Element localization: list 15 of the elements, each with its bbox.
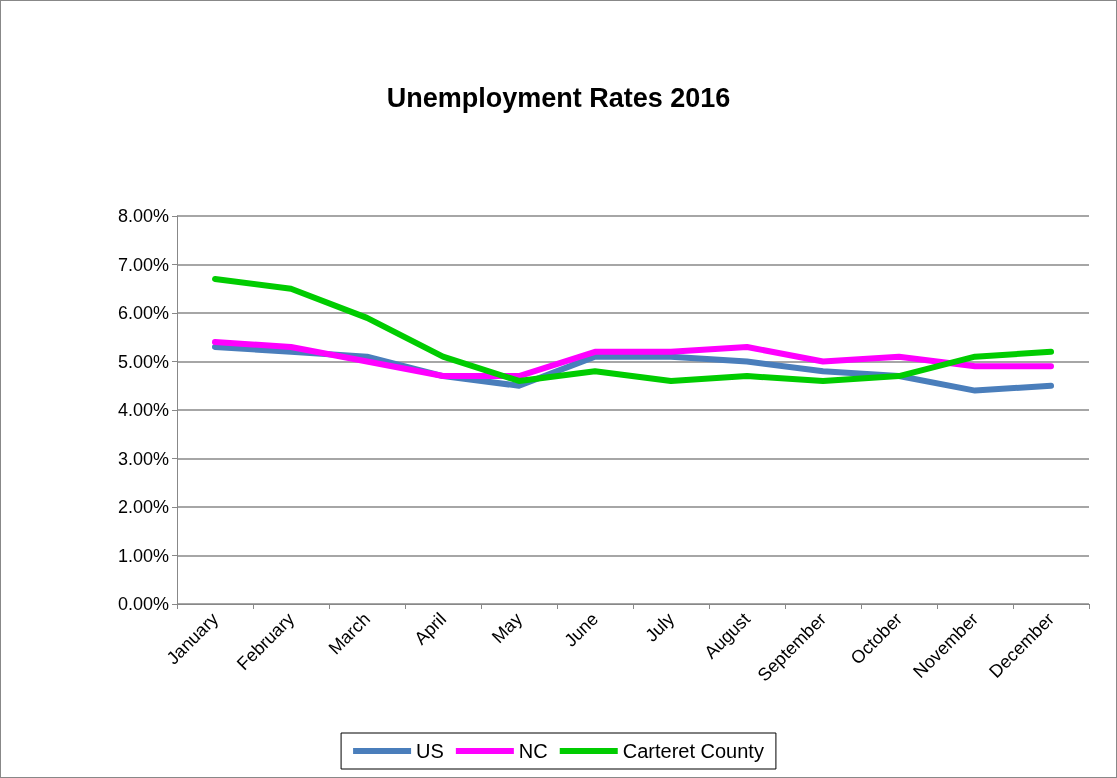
y-tick-label: 7.00% (117, 254, 169, 275)
y-tick-label: 4.00% (117, 400, 169, 420)
y-tick-label: 5.00% (117, 351, 169, 372)
y-tick-label: 6.00% (117, 303, 169, 323)
legend-label: Carteret County (622, 740, 764, 762)
chart-title: Unemployment Rates 2016 (386, 82, 731, 113)
y-tick-label: 3.00% (117, 448, 169, 469)
legend-label: US (416, 740, 444, 762)
x-tick-label: May (487, 608, 527, 648)
x-tick-label: July (641, 608, 679, 646)
y-tick-label: 8.00% (117, 206, 169, 226)
y-tick-label: 0.00% (117, 594, 169, 614)
legend-label: NC (518, 740, 548, 762)
y-tick-label: 2.00% (117, 497, 169, 517)
y-tick-label: 1.00% (117, 545, 169, 566)
